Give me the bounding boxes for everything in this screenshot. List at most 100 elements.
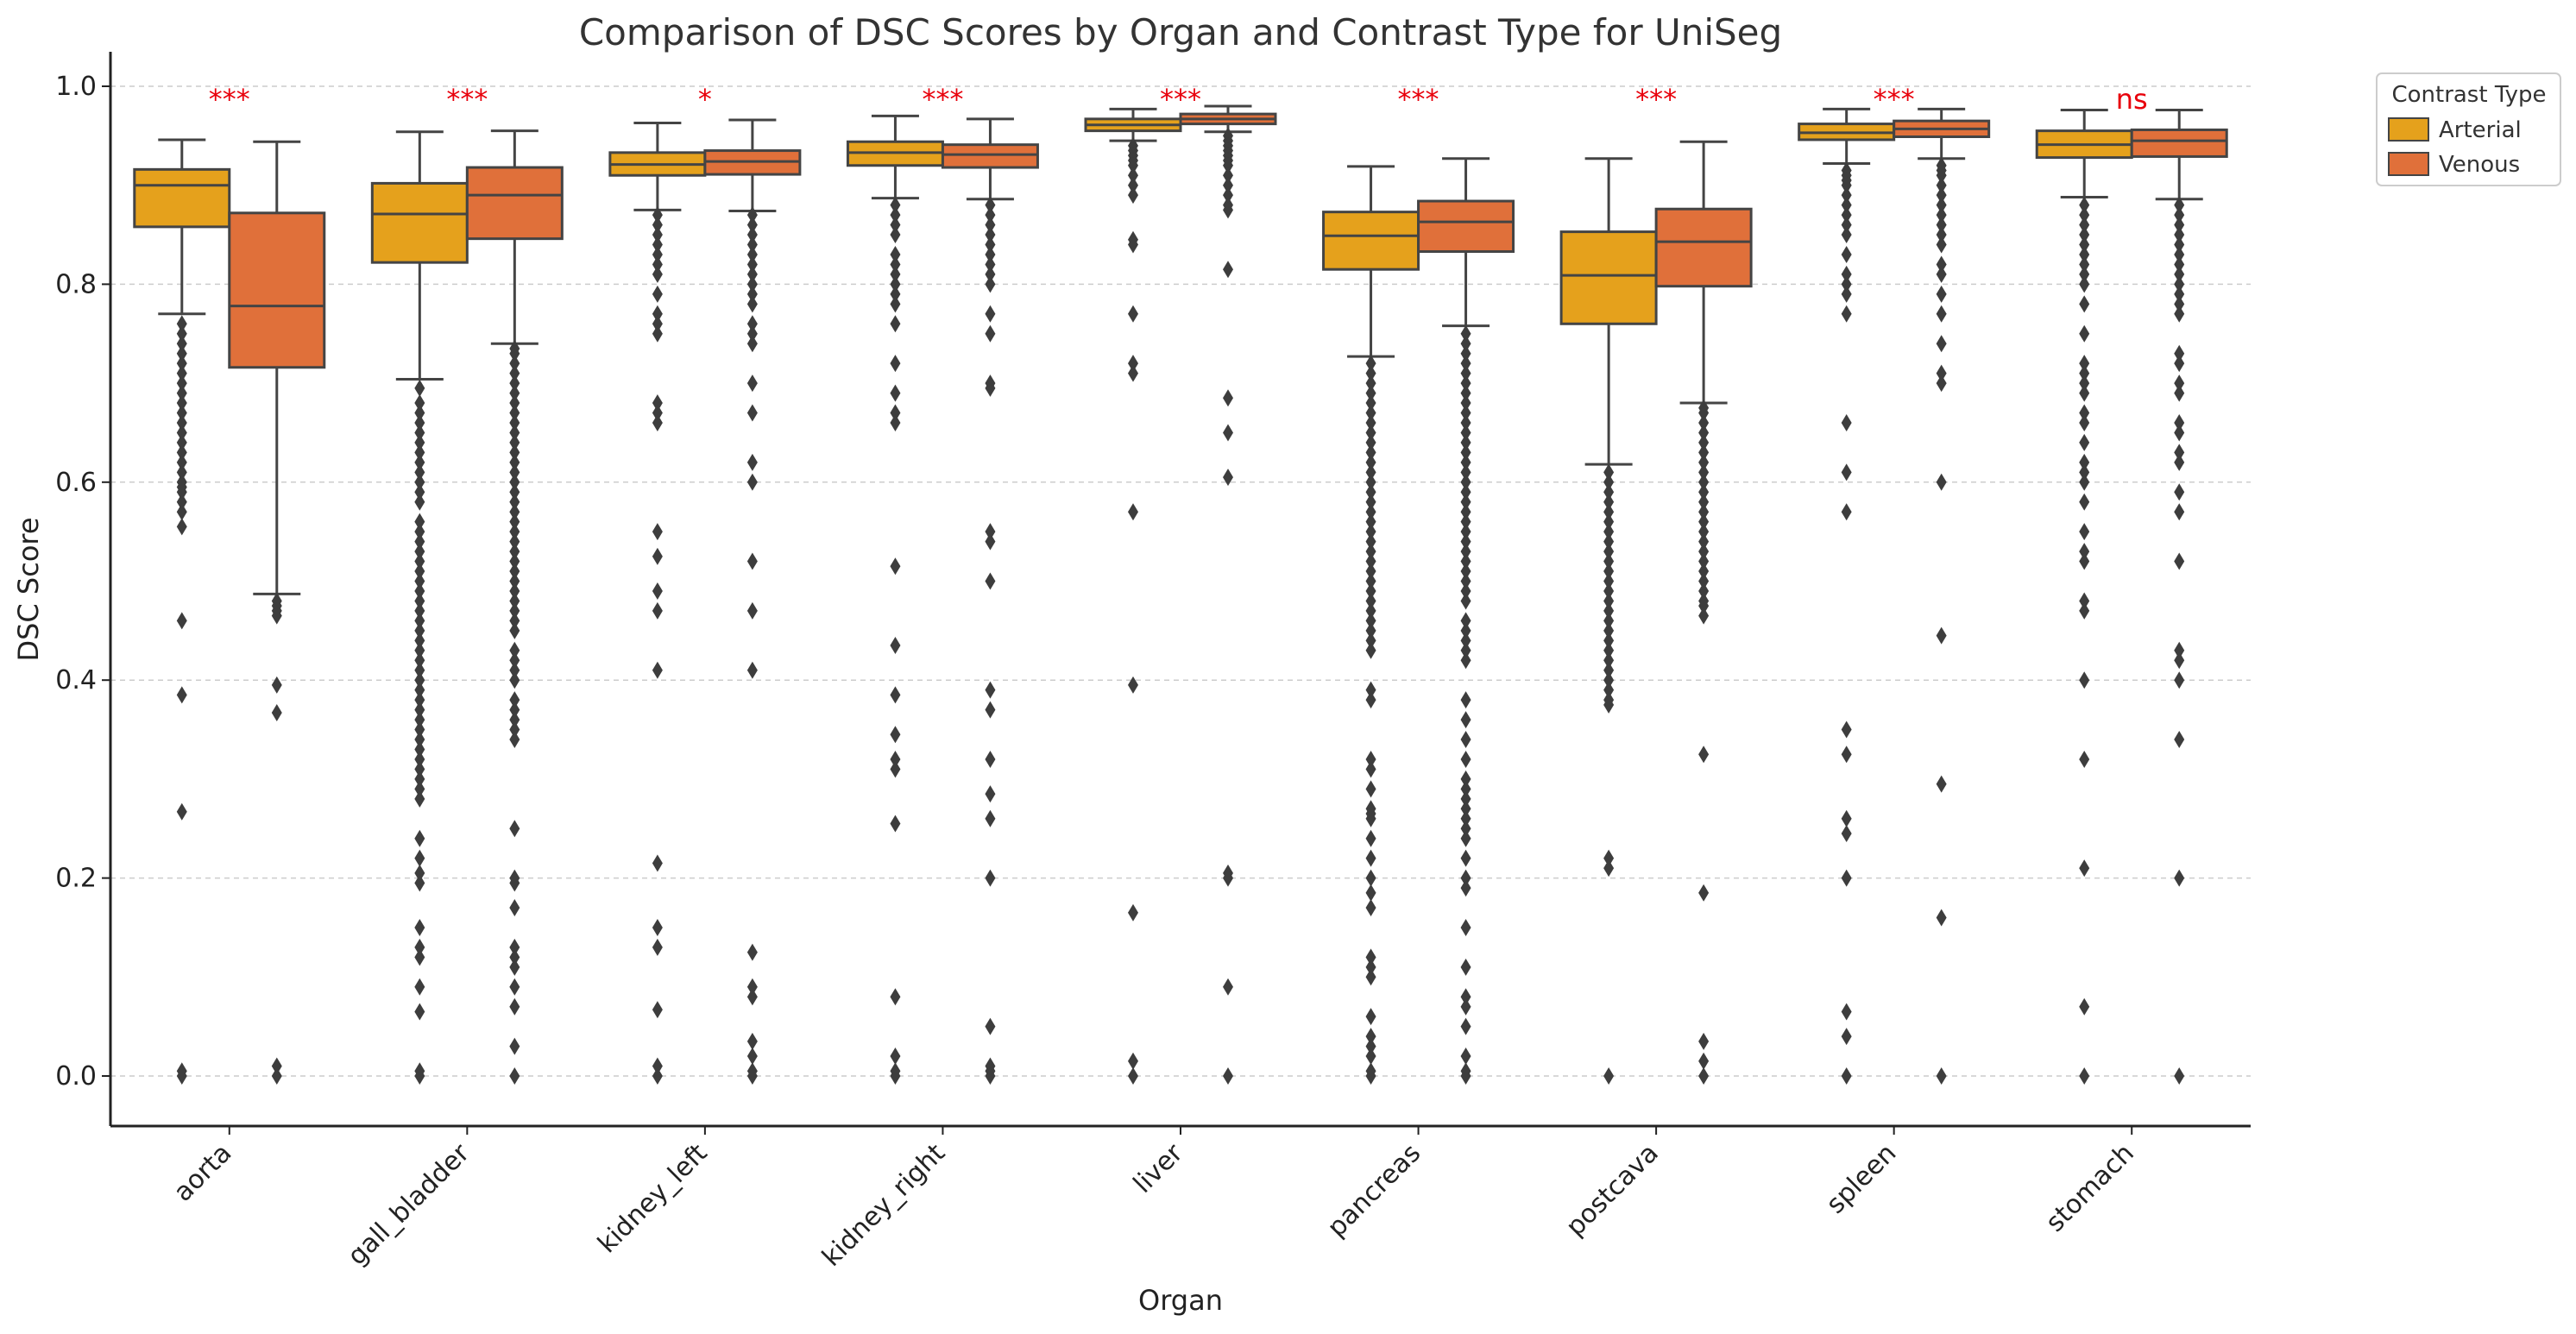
- outlier-point: [1460, 473, 1471, 491]
- outlier-point: [176, 433, 187, 451]
- outlier-point: [1460, 800, 1471, 818]
- outlier-point: [1603, 681, 1615, 699]
- outlier-point: [1698, 463, 1710, 481]
- outlier-point: [1603, 532, 1615, 551]
- outlier-point: [509, 394, 520, 412]
- outlier-point: [1365, 849, 1376, 867]
- outlier-point: [1128, 156, 1138, 174]
- outlier-point: [1603, 612, 1615, 630]
- outlier-point: [2174, 206, 2185, 224]
- outlier-point: [176, 355, 187, 373]
- outlier-point: [1603, 552, 1615, 570]
- outlier-point: [890, 255, 901, 274]
- outlier-point: [746, 226, 758, 244]
- outlier-point: [1698, 884, 1710, 902]
- outlier-point: [1936, 335, 1947, 353]
- outlier-point: [1603, 601, 1615, 620]
- outlier-point: [652, 206, 663, 224]
- iqr-box: [1654, 207, 1753, 288]
- outlier-point: [509, 592, 520, 610]
- box-stomach-venous: [2130, 109, 2228, 1085]
- outlier-point: [1698, 413, 1710, 431]
- outlier-point: [1698, 493, 1710, 511]
- legend-title: Contrast Type: [2391, 82, 2546, 108]
- outlier-point: [509, 1067, 520, 1085]
- outlier-point: [1223, 176, 1233, 194]
- outlier-point: [890, 265, 901, 283]
- outlier-point: [1936, 226, 1947, 244]
- outlier-point: [1460, 335, 1471, 353]
- outlier-point: [1460, 632, 1471, 650]
- box-spleen-venous: [1893, 107, 1991, 1085]
- outlier-point: [985, 532, 996, 551]
- outlier-point: [1698, 597, 1710, 615]
- outlier-point: [1365, 621, 1376, 639]
- outlier-point: [1365, 884, 1376, 902]
- outlier-point: [1223, 1067, 1233, 1085]
- outlier-point: [1460, 770, 1471, 788]
- outlier-point: [1365, 513, 1376, 531]
- outlier-point: [509, 938, 520, 956]
- outlier-point: [1223, 869, 1233, 887]
- outlier-point: [2079, 473, 2090, 491]
- outlier-point: [1365, 473, 1376, 491]
- outlier-point: [414, 651, 425, 670]
- outlier-point: [1223, 201, 1233, 219]
- outlier-point: [1698, 563, 1710, 581]
- outlier-point: [1841, 809, 1852, 827]
- outlier-point: [746, 295, 758, 313]
- outlier-point: [1603, 592, 1615, 610]
- outlier-point: [1460, 879, 1471, 897]
- outlier-point: [746, 978, 758, 996]
- outlier-point: [746, 285, 758, 303]
- outlier-point: [1603, 1067, 1615, 1085]
- outlier-point: [1936, 216, 1947, 234]
- outlier-point: [985, 701, 996, 719]
- outlier-point: [746, 601, 758, 620]
- outlier-point: [176, 424, 187, 442]
- outlier-point: [1936, 305, 1947, 323]
- outlier-point: [509, 1037, 520, 1055]
- outlier-point: [414, 864, 425, 882]
- outlier-point: [2079, 433, 2090, 451]
- outlier-point: [414, 552, 425, 570]
- outlier-point: [1460, 651, 1471, 670]
- outlier-point: [414, 601, 425, 620]
- significance-stomach: ns: [2116, 83, 2148, 116]
- outlier-point: [1460, 453, 1471, 471]
- outlier-point: [176, 1067, 187, 1085]
- outlier-point: [985, 265, 996, 283]
- outlier-point: [1365, 869, 1376, 887]
- outlier-point: [414, 612, 425, 630]
- outlier-point: [890, 196, 901, 214]
- outlier-point: [1365, 404, 1376, 422]
- outlier-point: [176, 374, 187, 393]
- outlier-point: [509, 720, 520, 739]
- outlier-point: [1460, 790, 1471, 808]
- box-aorta-venous: [228, 140, 326, 1085]
- outlier-point: [176, 802, 187, 821]
- outlier-point: [1460, 394, 1471, 412]
- outlier-point: [2174, 869, 2185, 887]
- outlier-point: [1698, 572, 1710, 590]
- outlier-point: [1365, 374, 1376, 393]
- outlier-point: [509, 513, 520, 531]
- outlier-point: [2174, 265, 2185, 283]
- iqr-box: [1559, 230, 1658, 325]
- box-gall_bladder-venous: [465, 129, 564, 1085]
- outlier-point: [1698, 552, 1710, 570]
- outlier-point: [652, 265, 663, 283]
- outlier-point: [890, 750, 901, 768]
- outlier-point: [509, 453, 520, 471]
- chart-title: Comparison of DSC Scores by Organ and Co…: [579, 11, 1782, 53]
- outlier-point: [414, 978, 425, 996]
- outlier-point: [652, 1057, 663, 1075]
- outlier-point: [1128, 305, 1138, 323]
- outlier-point: [652, 601, 663, 620]
- outlier-point: [1841, 186, 1852, 205]
- outlier-point: [1128, 676, 1138, 694]
- outlier-point: [1460, 621, 1471, 639]
- outlier-point: [1365, 364, 1376, 382]
- outlier-point: [1365, 424, 1376, 442]
- outlier-point: [1460, 958, 1471, 976]
